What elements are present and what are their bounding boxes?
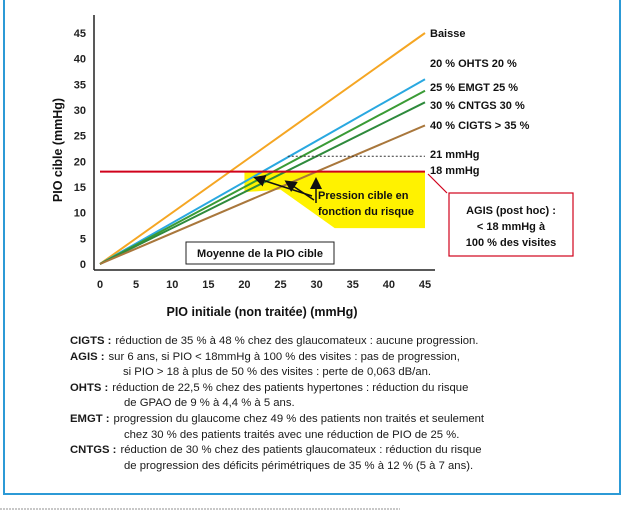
y-tick-label: 10 <box>74 208 86 220</box>
series-label-2: 25 % EMGT 25 % <box>430 82 518 94</box>
y-tick-label: 35 <box>74 79 86 91</box>
note-key: EMGT : <box>70 412 110 425</box>
series-line-4 <box>99 124 426 265</box>
note-key: CNTGS : <box>70 444 117 457</box>
note-emgt: EMGT : progression du glaucome chez 49 %… <box>70 412 610 428</box>
x-tick-label: 0 <box>97 279 103 291</box>
y-tick-label: 40 <box>74 54 86 66</box>
series-line-0 <box>99 32 426 265</box>
y-tick-label: 15 <box>74 182 86 194</box>
legend-notes: CIGTS : réduction de 35 % à 48 % chez de… <box>70 334 610 474</box>
reference-label-0: 21 mmHg <box>430 149 480 161</box>
x-tick-label: 15 <box>202 279 214 291</box>
agis-label-line: AGIS (post hoc) : <box>466 205 556 217</box>
y-tick-label: 0 <box>80 259 86 271</box>
x-tick-label: 35 <box>347 279 359 291</box>
agis-label-line: < 18 mmHg à <box>477 221 546 233</box>
series-label-1: 20 % OHTS 20 % <box>430 58 517 70</box>
note-key: CIGTS : <box>70 335 112 347</box>
note-text-continued: chez 30 % des patients traités avec une … <box>124 428 460 441</box>
agis-box <box>448 192 574 257</box>
y-tick-label: 20 <box>74 156 86 168</box>
x-tick-label: 30 <box>311 279 323 291</box>
note-text: sur 6 ans, si PIO < 18mmHg à 100 % des v… <box>108 350 460 363</box>
y-tick-label: 30 <box>74 105 86 117</box>
x-axis-title: PIO initiale (non traitée) (mmHg) <box>167 305 358 319</box>
x-tick-label: 5 <box>133 279 139 291</box>
note-text: réduction de 22,5 % chez des patients hy… <box>112 381 469 394</box>
y-tick-label: 25 <box>74 131 86 143</box>
x-tick-label: 25 <box>274 279 286 291</box>
note-key: OHTS : <box>70 381 109 394</box>
x-tick-label: 40 <box>383 279 395 291</box>
series-label-4: 40 % CIGTS > 35 % <box>430 120 530 132</box>
series-label-3: 30 % CNTGS 30 % <box>430 100 525 112</box>
series-label-0: Baisse <box>430 28 465 40</box>
figure-frame <box>3 0 621 495</box>
note-key: AGIS : <box>70 350 105 363</box>
x-tick-label: 20 <box>238 279 250 291</box>
x-tick-label: 10 <box>166 279 178 291</box>
footer-rule <box>0 508 400 510</box>
arrow-to-line-2 <box>284 180 315 201</box>
x-tick-label: 45 <box>419 279 431 291</box>
agis-connector <box>427 173 448 194</box>
note-text-continued: si PIO > 18 à plus de 50 % des visites :… <box>123 366 432 379</box>
y-tick-label: 45 <box>74 28 86 40</box>
note-cigts: CIGTS : réduction de 35 % à 48 % chez de… <box>70 334 610 350</box>
note-cntgs: CNTGS : réduction de 30 % chez des patie… <box>70 443 610 459</box>
moyenne-box <box>185 241 335 265</box>
y-tick-label: 5 <box>80 233 86 245</box>
note-text: réduction de 30 % chez des patients glau… <box>120 444 482 457</box>
note-agis: AGIS : sur 6 ans, si PIO < 18mmHg à 100 … <box>70 350 610 366</box>
reference-label-1: 18 mmHg <box>430 165 480 177</box>
note-text-continued: de GPAO de 9 % à 4,4 % à 5 ans. <box>124 397 295 410</box>
note-text-continued: de progression des déficits périmétrique… <box>124 459 474 472</box>
y-axis-title: PIO cible (mmHg) <box>51 98 65 202</box>
pression-label-line2: fonction du risque <box>318 206 414 218</box>
moyenne-label: Moyenne de la PIO cible <box>197 248 323 260</box>
note-text: réduction de 35 % à 48 % chez des glauco… <box>115 335 479 347</box>
agis-label-line: 100 % des visites <box>466 237 557 249</box>
pression-label-line1: Pression cible en <box>318 190 409 202</box>
chart: 0 5 10 15 20 25 30 35 40 45 0 5 10 15 20 25 30 35 40 45 PIO… <box>51 15 574 319</box>
note-text: progression du glaucome chez 49 % des pa… <box>113 412 485 425</box>
note-ohts: OHTS : réduction de 22,5 % chez des pati… <box>70 381 610 397</box>
